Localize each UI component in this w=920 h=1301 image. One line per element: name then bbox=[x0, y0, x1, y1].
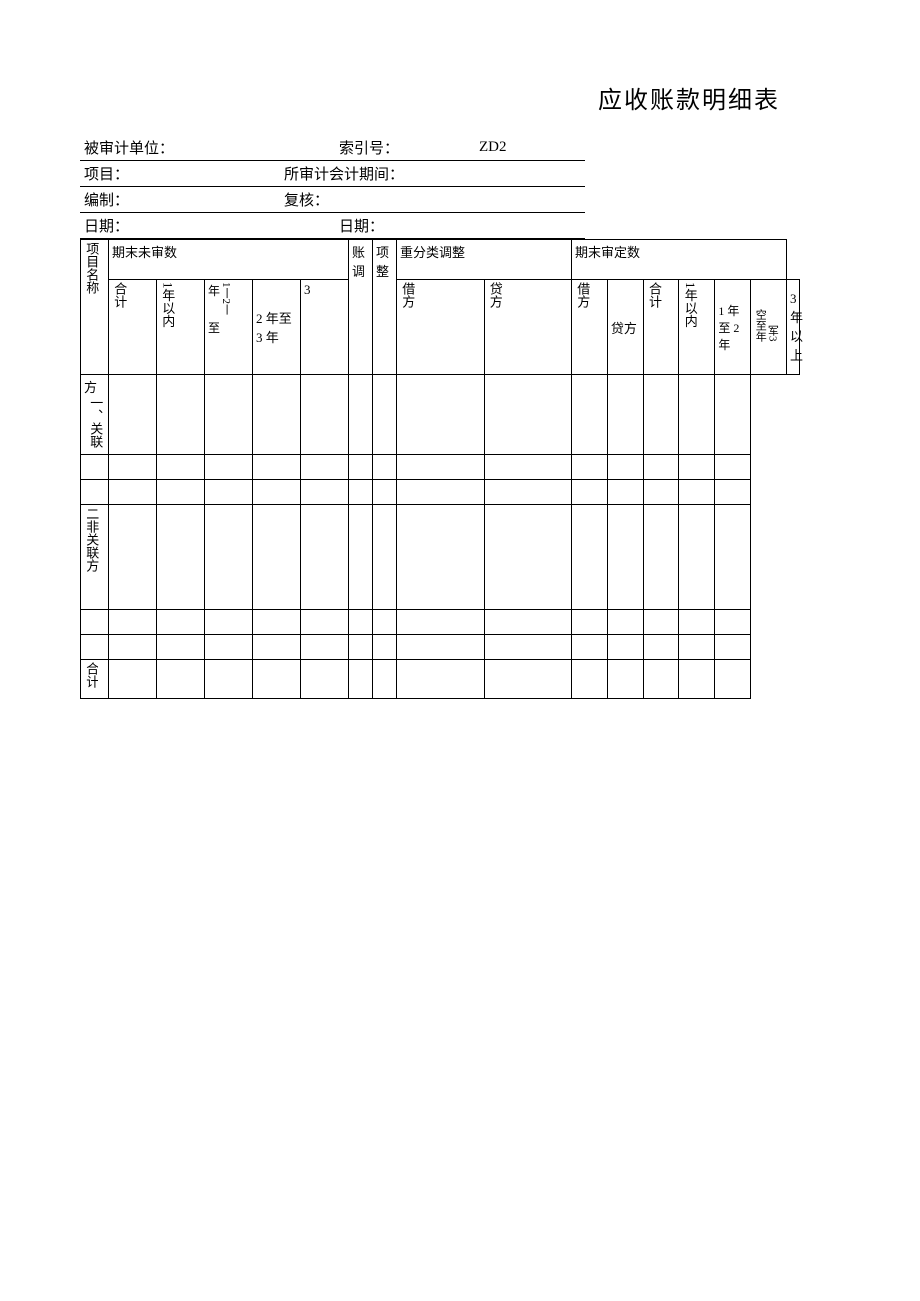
sub-3y-plus: 3 年以上 bbox=[787, 280, 800, 375]
table-row bbox=[81, 635, 800, 660]
col-project-name: 项目名称 bbox=[81, 240, 109, 375]
table-row bbox=[81, 455, 800, 480]
table-row bbox=[81, 610, 800, 635]
col-group-reclass: 重分类调整 bbox=[397, 240, 572, 280]
table-row-category-1: 方 一、关联 bbox=[81, 375, 800, 455]
sub-within-1y-1: 1年以内 bbox=[157, 280, 205, 375]
sub-debit-2: 借方 bbox=[572, 280, 608, 375]
date1-label: 日期： bbox=[80, 213, 335, 239]
reviewed-by-label: 复核： bbox=[280, 187, 585, 213]
col-acct-adj: 账调 bbox=[349, 240, 373, 375]
prepared-by-label: 编制： bbox=[80, 187, 280, 213]
sub-1-to-2y-2: 1 年至 2 年 bbox=[715, 280, 751, 375]
col-group-audited: 期末审定数 bbox=[572, 240, 787, 280]
table-row-category-2: 二非关联方 bbox=[81, 505, 800, 610]
sub-within-1y-2: 1年以内 bbox=[679, 280, 715, 375]
col-item-adj: 项整 bbox=[373, 240, 397, 375]
sub-2-to-3y-1: 2 年至 3 年 bbox=[253, 280, 301, 375]
index-number: 索引号： ZD2 bbox=[335, 135, 585, 161]
index-label: 索引号： bbox=[339, 137, 399, 158]
table-row bbox=[81, 480, 800, 505]
project-label: 项目： bbox=[80, 161, 280, 187]
sub-3: 3 bbox=[301, 280, 349, 375]
sub-debit-1: 借方 bbox=[397, 280, 485, 375]
sub-total-1: 合计 bbox=[109, 280, 157, 375]
detail-table: 项目名称 期末未审数 账调 项整 重分类调整 期末审定数 合计 1年以内 年1丨… bbox=[80, 239, 800, 699]
table-row-total: 合计 bbox=[81, 660, 800, 699]
sub-credit-2: 贷方 bbox=[607, 280, 643, 375]
index-value: ZD2 bbox=[479, 139, 507, 156]
row-label-cat1: 方 一、关联 bbox=[81, 375, 109, 455]
sub-1-to-2y-1: 年1丨2丨 至 bbox=[205, 280, 253, 375]
header-info: 被审计单位： 索引号： ZD2 项目： 所审计会计期间： 编制： 复核： 日期：… bbox=[80, 135, 840, 239]
col-group-unaudited: 期末未审数 bbox=[109, 240, 349, 280]
sub-credit-1: 贷方 bbox=[484, 280, 572, 375]
sub-2-to-3y-2: 空至年军3 bbox=[751, 280, 787, 375]
document-title: 应收账款明细表 bbox=[80, 80, 840, 115]
row-label-cat2: 二非关联方 bbox=[81, 505, 109, 610]
audited-unit-label: 被审计单位： bbox=[80, 135, 335, 161]
row-label-total: 合计 bbox=[81, 660, 109, 699]
sub-total-2: 合计 bbox=[643, 280, 679, 375]
date2-label: 日期： bbox=[335, 213, 585, 239]
audit-period-label: 所审计会计期间： bbox=[280, 161, 585, 187]
